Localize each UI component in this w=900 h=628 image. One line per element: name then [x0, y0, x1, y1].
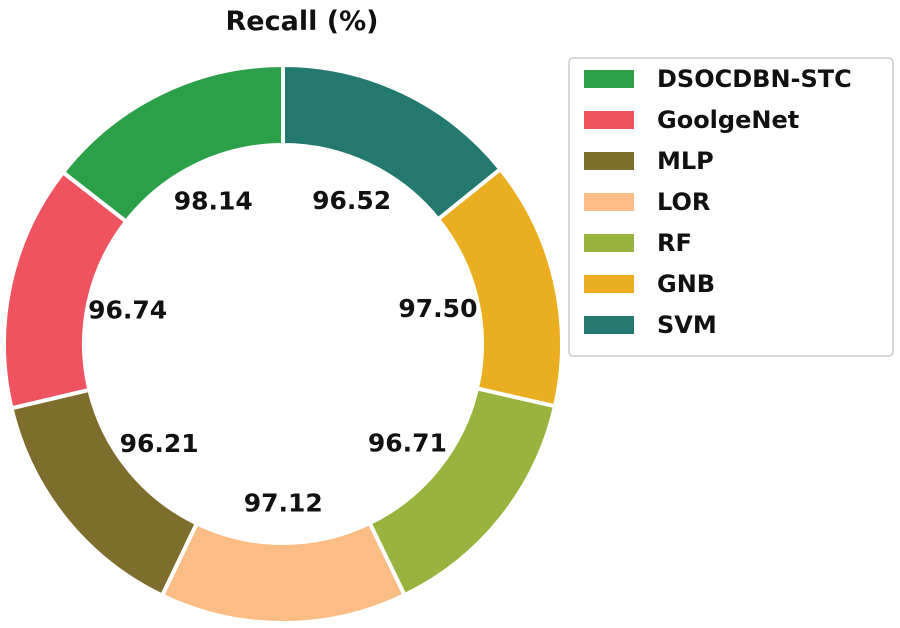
legend-swatch-gnb — [584, 275, 634, 293]
legend-items: DSOCDBN-STC GoolgeNet MLP LOR RF GNB SVM — [584, 65, 852, 339]
legend-label-mlp: MLP — [657, 147, 714, 175]
legend-swatch-lor — [584, 193, 634, 211]
slice-lor — [160, 521, 407, 625]
slice-mlp — [9, 387, 199, 598]
legend-swatch-goolgenet — [584, 111, 634, 129]
slice-goolgenet — [2, 170, 129, 411]
value-label-rf: 96.71 — [368, 429, 447, 458]
donut-slices — [2, 63, 564, 625]
value-label-gnb: 97.50 — [398, 294, 477, 323]
legend-swatch-dsocdbn-stc — [584, 70, 634, 88]
slice-rf — [367, 386, 557, 598]
value-label-svm: 96.52 — [312, 186, 391, 215]
legend-swatch-svm — [584, 316, 634, 334]
value-label-mlp: 96.21 — [120, 429, 199, 458]
legend-frame — [568, 57, 894, 357]
chart-title: Recall (%) — [226, 6, 379, 37]
legend-label-dsocdbn-stc: DSOCDBN-STC — [657, 65, 852, 93]
legend: DSOCDBN-STC GoolgeNet MLP LOR RF GNB SVM — [568, 57, 894, 357]
value-labels: 98.14 96.74 96.21 97.12 96.71 97.50 96.52 — [88, 186, 477, 517]
value-label-dsocdbn-stc: 98.14 — [174, 187, 253, 216]
legend-label-gnb: GNB — [657, 270, 715, 298]
legend-label-goolgenet: GoolgeNet — [657, 106, 799, 134]
value-label-goolgenet: 96.74 — [88, 296, 167, 325]
legend-swatch-rf — [584, 234, 634, 252]
legend-label-lor: LOR — [657, 188, 710, 216]
legend-label-rf: RF — [657, 229, 692, 257]
slice-svm — [281, 63, 503, 222]
legend-swatch-mlp — [584, 152, 634, 170]
legend-label-svm: SVM — [657, 311, 717, 339]
value-label-lor: 97.12 — [244, 488, 323, 517]
